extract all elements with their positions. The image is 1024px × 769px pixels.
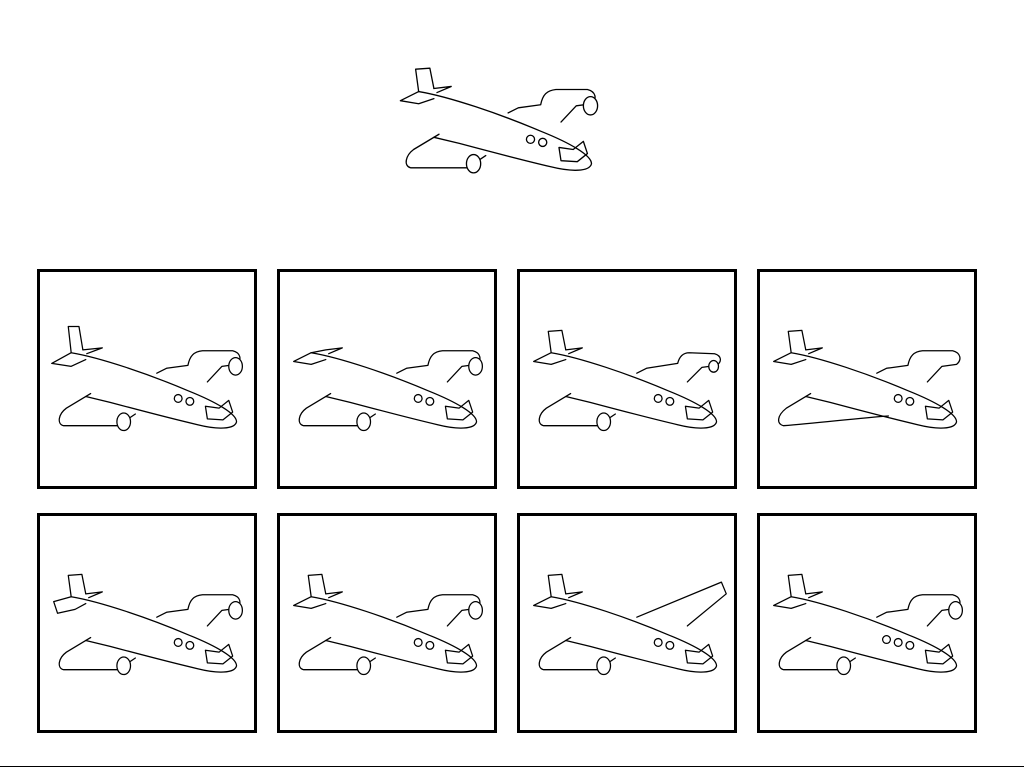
airplane-icon (51, 325, 244, 432)
airplane-icon (773, 573, 964, 676)
target-airplane-icon (399, 67, 599, 174)
airplane-icon (293, 347, 484, 432)
option-card-3[interactable] (517, 269, 737, 489)
option-card-5[interactable] (37, 513, 257, 733)
airplane-icon (53, 573, 244, 676)
option-card-4[interactable] (757, 269, 977, 489)
airplane-icon (533, 329, 721, 432)
airplane-icon (533, 573, 727, 676)
option-card-1[interactable] (37, 269, 257, 489)
option-card-7[interactable] (517, 513, 737, 733)
airplane-icon (773, 329, 961, 429)
option-card-2[interactable] (277, 269, 497, 489)
bottom-divider (0, 766, 1024, 767)
airplane-icon (293, 573, 484, 676)
option-card-6[interactable] (277, 513, 497, 733)
option-card-8[interactable] (757, 513, 977, 733)
